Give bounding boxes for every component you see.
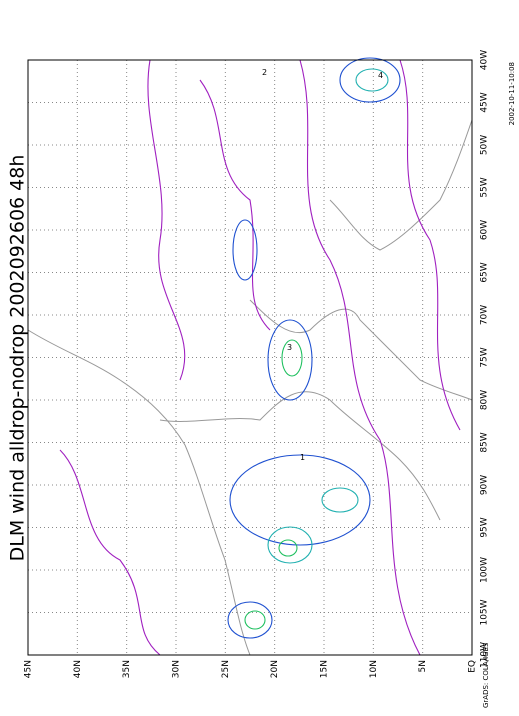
lat-label: 45N (24, 660, 34, 678)
contour (229, 454, 371, 546)
contour-label: 1 (300, 453, 305, 462)
coastlines (27, 119, 473, 656)
contour (227, 601, 273, 639)
coast-caribbean (249, 299, 473, 401)
frame (27, 59, 473, 656)
contours (59, 57, 461, 656)
lon-label: 60W (480, 220, 490, 240)
lon-label: 100W (480, 557, 490, 583)
contour (199, 79, 271, 331)
contour-label: 4 (378, 71, 383, 80)
contour-label: 2 (262, 68, 267, 77)
contour (267, 526, 313, 564)
lat-label: 10N (369, 660, 379, 678)
lon-label: 85W (480, 432, 490, 452)
lat-label: 20N (270, 660, 280, 678)
lat-label: 40N (73, 660, 83, 678)
lon-label: 55W (480, 177, 490, 197)
lon-label: 90W (480, 475, 490, 495)
title: DLM wind alldrop-nodrop 2002092606 48h (7, 155, 29, 562)
lat-label: 35N (122, 660, 132, 678)
lat-label: 25N (221, 660, 231, 678)
contour (244, 610, 266, 630)
contour (355, 68, 389, 92)
lat-label: EQ (468, 660, 478, 673)
lat-label: 15N (320, 660, 330, 678)
contour (281, 339, 303, 377)
lon-label: 80W (480, 390, 490, 410)
lon-label: 50W (480, 135, 490, 155)
contour (399, 59, 461, 431)
lon-label: 105W (480, 599, 490, 625)
contour (321, 487, 359, 513)
lon-label: 110W (480, 642, 490, 668)
lon-label: 45W (480, 92, 490, 112)
contour (339, 57, 401, 103)
contour (299, 59, 421, 656)
lat-label: 30N (172, 660, 182, 678)
contour (267, 319, 313, 401)
contour (232, 219, 258, 281)
timestamp: 2002-10-11-10:08 (508, 62, 516, 125)
coast-west (27, 329, 251, 656)
lon-label: 40W (480, 50, 490, 70)
credit: GrADS: COLA/IGES (482, 642, 490, 708)
lon-label: 70W (480, 305, 490, 325)
lon-label: 65W (480, 262, 490, 282)
lat-label: 5N (418, 660, 428, 672)
contour-label: 3 (287, 343, 292, 352)
contour (147, 59, 186, 381)
contour (278, 539, 298, 557)
contour (59, 449, 161, 656)
lon-label: 95W (480, 517, 490, 537)
lon-label: 75W (480, 347, 490, 367)
coast-gulf (159, 391, 441, 521)
coast-east (329, 119, 473, 251)
